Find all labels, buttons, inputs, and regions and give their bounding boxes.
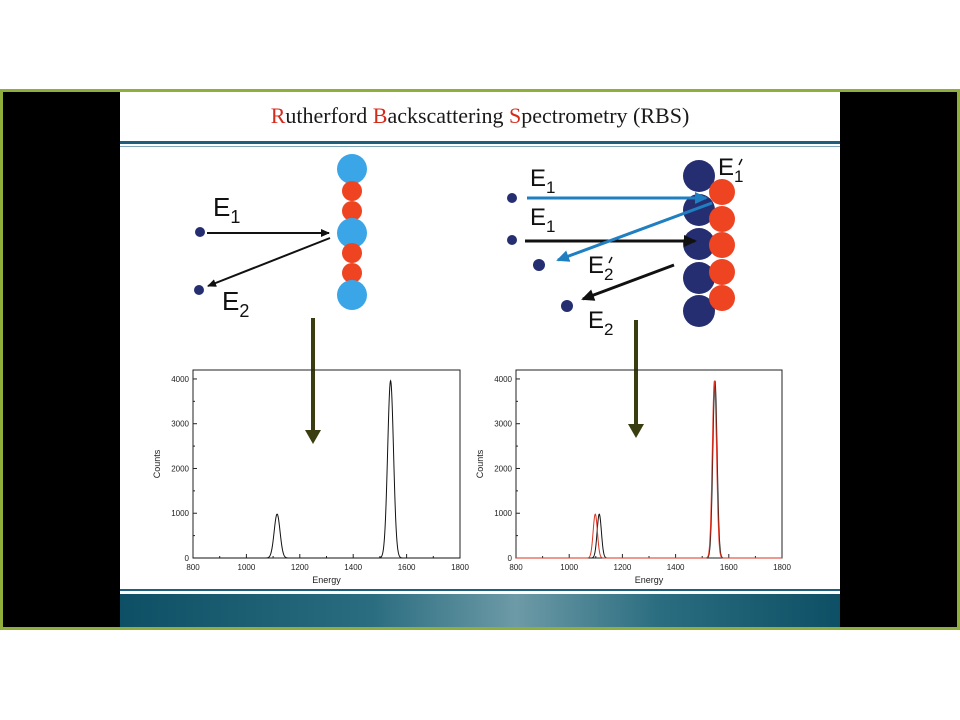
x-tick-label: 1800 bbox=[451, 563, 469, 572]
title-word-spectrometry: pectrometry (RBS) bbox=[521, 103, 690, 128]
slide: Rutherford Backscattering Spectrometry (… bbox=[120, 92, 840, 627]
scattered-arrow bbox=[207, 237, 331, 287]
red-atom bbox=[342, 263, 362, 283]
scattered-arrow-blue bbox=[556, 201, 713, 262]
x-axis-label: Energy bbox=[312, 575, 341, 585]
label-e1-prime: E1 bbox=[718, 154, 743, 186]
title-word-rutherford: utherford bbox=[285, 103, 373, 128]
right-scattering-diagram: E1 E1 E1 E2 E2 bbox=[507, 154, 743, 438]
prime-mark-2 bbox=[608, 256, 613, 264]
x-axis-label: Energy bbox=[635, 575, 664, 585]
x-tick-label: 800 bbox=[186, 563, 200, 572]
navy-atom bbox=[683, 295, 715, 327]
x-tick-label: 800 bbox=[509, 563, 523, 572]
x-tick-label: 1200 bbox=[291, 563, 309, 572]
x-tick-label: 1600 bbox=[398, 563, 416, 572]
y-tick-label: 4000 bbox=[171, 375, 189, 384]
title-initial-b: B bbox=[372, 103, 388, 128]
y-tick-label: 0 bbox=[185, 554, 190, 563]
red-atom bbox=[709, 232, 735, 258]
spectrum-line bbox=[193, 379, 460, 559]
red-atom bbox=[342, 201, 362, 221]
light-atom bbox=[337, 218, 367, 248]
label-e1-left: E1 bbox=[213, 192, 240, 227]
label-e1-top: E1 bbox=[530, 165, 555, 197]
y-tick-label: 1000 bbox=[171, 509, 189, 518]
y-axis-label: Counts bbox=[475, 449, 485, 478]
x-tick-label: 1600 bbox=[720, 563, 738, 572]
red-atom bbox=[342, 243, 362, 263]
scattered-particle bbox=[194, 285, 204, 295]
y-tick-label: 3000 bbox=[171, 420, 189, 429]
label-e2: E2 bbox=[588, 307, 613, 339]
title-initial-r: R bbox=[270, 103, 286, 128]
title-word-backscattering: ackscattering bbox=[387, 103, 509, 128]
scattered-particle bbox=[533, 259, 545, 271]
footer-bar bbox=[120, 594, 840, 627]
right-target-lattice bbox=[683, 160, 735, 327]
light-atom bbox=[337, 280, 367, 310]
y-tick-label: 2000 bbox=[494, 464, 512, 473]
slide-title: Rutherford Backscattering Spectrometry (… bbox=[120, 103, 840, 129]
left-scattering-diagram: E1 E2 bbox=[194, 154, 367, 444]
navy-atom bbox=[683, 262, 715, 294]
prime-mark bbox=[738, 158, 743, 166]
y-tick-label: 4000 bbox=[494, 375, 512, 384]
slide-graphics: E1 E2 bbox=[152, 154, 791, 585]
y-tick-label: 3000 bbox=[494, 420, 512, 429]
spectrum-chart-right: 800 1000 1200 1400 1600 1800 0 1000 2000 3000 4000… bbox=[475, 369, 791, 585]
spectrum-line bbox=[516, 380, 782, 559]
title-rule-thin bbox=[120, 146, 840, 147]
light-atom bbox=[337, 154, 367, 184]
red-atom bbox=[709, 179, 735, 205]
incident-particle bbox=[507, 193, 517, 203]
spectrum-line bbox=[516, 380, 782, 559]
navy-atom bbox=[683, 160, 715, 192]
x-tick-label: 1000 bbox=[560, 563, 578, 572]
left-target-column bbox=[337, 154, 367, 310]
y-tick-label: 1000 bbox=[494, 509, 512, 518]
x-tick-label: 1000 bbox=[238, 563, 256, 572]
x-tick-label: 1400 bbox=[667, 563, 685, 572]
x-tick-label: 1400 bbox=[344, 563, 362, 572]
x-tick-label: 1800 bbox=[773, 563, 791, 572]
label-e1-bottom: E1 bbox=[530, 204, 555, 236]
incident-particle bbox=[195, 227, 205, 237]
red-atom bbox=[342, 181, 362, 201]
title-bar: Rutherford Backscattering Spectrometry (… bbox=[120, 92, 840, 142]
title-initial-s: S bbox=[509, 103, 522, 128]
red-atom bbox=[709, 285, 735, 311]
red-atom bbox=[709, 259, 735, 285]
down-arrowhead-right bbox=[628, 424, 644, 438]
red-atom bbox=[709, 206, 735, 232]
scattered-arrow-black bbox=[581, 263, 675, 301]
y-axis-label: Counts bbox=[152, 449, 162, 478]
scattered-particle-2 bbox=[561, 300, 573, 312]
y-tick-label: 0 bbox=[508, 554, 513, 563]
down-arrowhead-left bbox=[305, 430, 321, 444]
footer-rule bbox=[120, 589, 840, 591]
plot-frame bbox=[515, 369, 783, 559]
spectrum-chart-left: 800 1000 1200 1400 1600 1800 0 1000 2000 3000 4000… bbox=[152, 369, 469, 585]
y-tick-label: 2000 bbox=[171, 464, 189, 473]
label-e2-left: E2 bbox=[222, 286, 249, 321]
x-tick-label: 1200 bbox=[614, 563, 632, 572]
label-e2-prime: E2 bbox=[588, 252, 613, 284]
plot-frame bbox=[192, 369, 461, 559]
title-rule bbox=[120, 141, 840, 144]
incident-particle-2 bbox=[507, 235, 517, 245]
